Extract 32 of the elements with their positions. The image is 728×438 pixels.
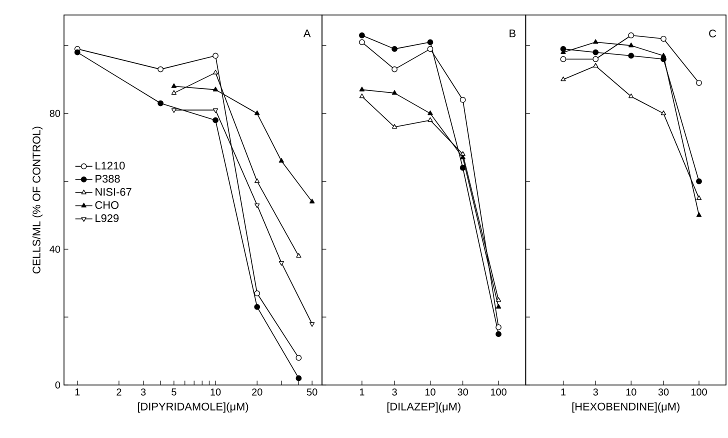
y-tick-label: 40 <box>50 246 60 253</box>
legend-label: NISI-67 <box>96 188 132 196</box>
x-tick-label: 2 <box>116 388 122 396</box>
x-axis-title: [HEXOBENDINE](μM) <box>572 402 680 413</box>
legend-label: CHO <box>95 201 119 209</box>
x-axis-title: [DILAZEP](μM) <box>387 402 460 413</box>
x-tick-label: 1 <box>75 388 80 396</box>
x-tick-label: 5 <box>172 388 176 396</box>
y-tick-label: 80 <box>50 110 60 117</box>
x-tick-label: 1 <box>561 388 566 396</box>
x-tick-label: 100 <box>490 388 506 396</box>
x-tick-label: 100 <box>691 388 707 396</box>
y-axis-title: CELLS/ML (% OF CONTROL) <box>32 126 43 274</box>
x-tick-label: 10 <box>626 388 636 396</box>
legend-label: L929 <box>96 214 119 222</box>
x-tick-label: 30 <box>658 388 669 396</box>
x-tick-label: 10 <box>425 388 436 396</box>
x-tick-label: 50 <box>306 388 318 396</box>
x-tick-label: 1 <box>360 388 364 396</box>
annotation: B <box>510 30 516 38</box>
annotation: C <box>709 30 716 38</box>
x-tick-label: 3 <box>593 388 598 396</box>
x-axis-title: [DIPYRIDAMOLE](μM) <box>138 402 248 413</box>
x-tick-label: 30 <box>458 388 468 396</box>
x-tick-label: 20 <box>252 388 262 396</box>
y-tick-label: 0 <box>55 381 60 389</box>
annotation: A <box>303 30 311 38</box>
x-tick-label: 3 <box>392 388 397 396</box>
legend-label: L1210 <box>96 162 125 170</box>
x-tick-label: 3 <box>140 388 146 396</box>
x-tick-label: 10 <box>210 388 221 396</box>
legend-label: P388 <box>96 174 120 183</box>
